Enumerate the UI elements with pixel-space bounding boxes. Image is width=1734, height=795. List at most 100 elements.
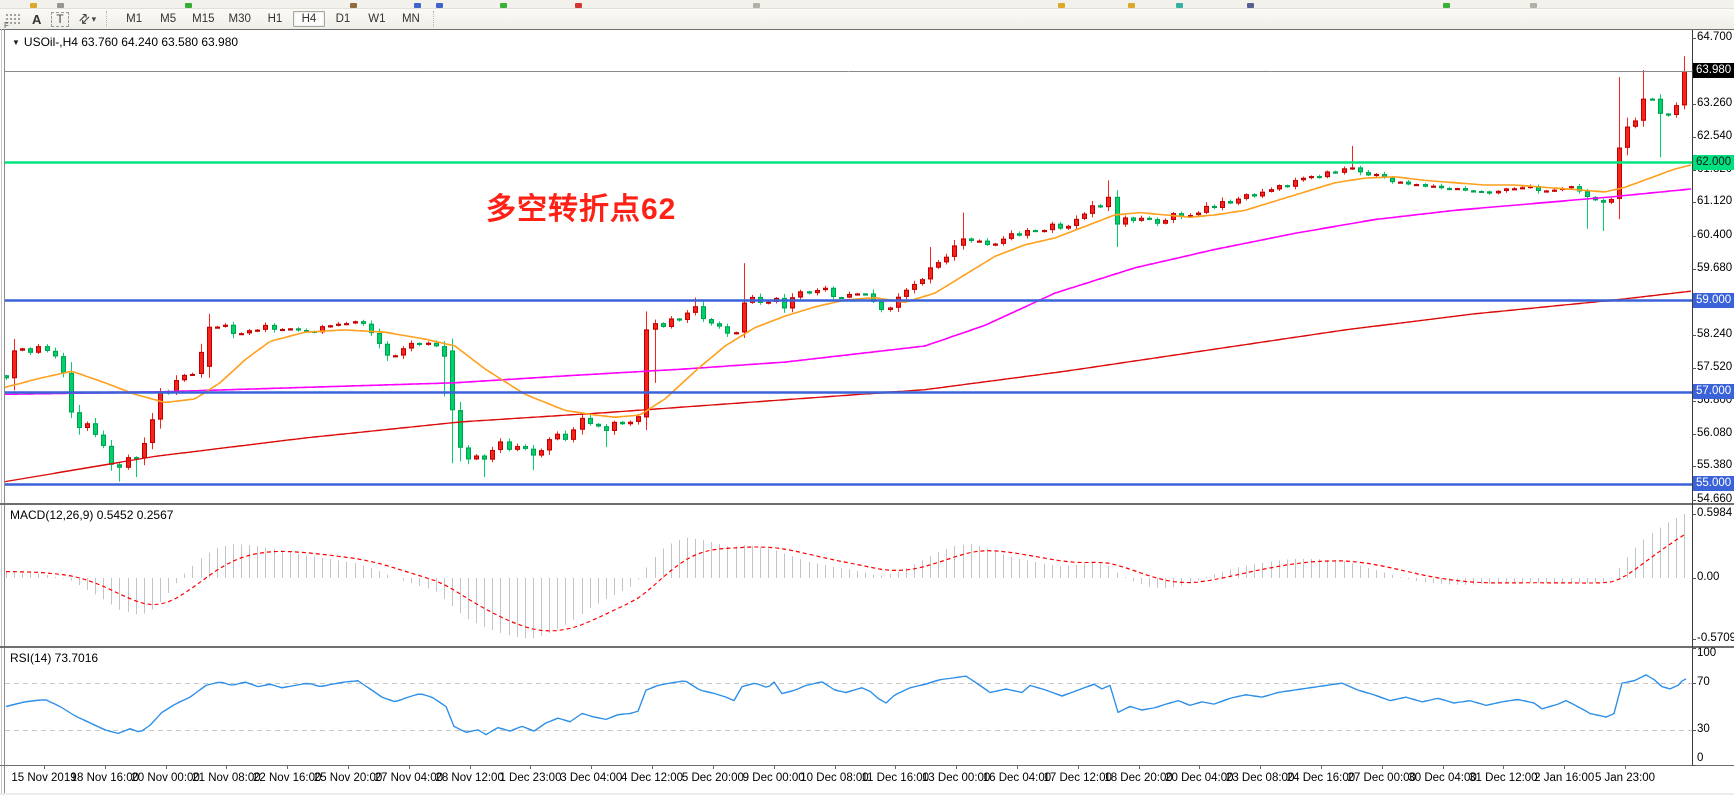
bottom-strip (0, 793, 1734, 795)
chart-text-annotation[interactable]: 多空转折点62 (486, 193, 677, 226)
timeframe-button-MN[interactable]: MN (401, 13, 420, 25)
price-tick-label: 63.260 (1697, 97, 1733, 110)
time-tick-label: 31 Dec 12:00 (1469, 772, 1538, 784)
time-tick-label: 20 Dec 04:00 (1165, 772, 1234, 784)
timeframe-button-D1[interactable]: D1 (335, 13, 351, 25)
price-tick-label: 60.400 (1697, 228, 1733, 241)
current-price-badge: 63.980 (1693, 63, 1734, 78)
axis-tick-mark (1692, 639, 1696, 640)
time-tick-mark (470, 766, 471, 769)
clipped-icon-fragment (753, 3, 760, 8)
timeframe-button-W1[interactable]: W1 (368, 13, 386, 25)
clipped-icon-fragment (1443, 3, 1450, 8)
price-tick-label: 55.380 (1697, 459, 1733, 472)
letter-t-icon: T (51, 11, 69, 27)
axis-tick-mark (1692, 202, 1696, 203)
time-tick-mark (409, 766, 410, 769)
time-tick-mark (1260, 766, 1261, 769)
clipped-icon-fragment (1128, 3, 1135, 8)
window-bottom-border (0, 765, 1734, 766)
time-tick-mark (1503, 766, 1504, 769)
time-tick-mark (166, 766, 167, 769)
timeframe-button-M30[interactable]: M30 (228, 13, 251, 25)
time-tick-label: 4 Dec 12:00 (621, 772, 684, 784)
letter-a-icon: A (32, 11, 42, 27)
clipped-icon-fragment (30, 3, 37, 8)
time-tick-label: 23 Dec 08:00 (1225, 772, 1295, 784)
time-tick-mark (1382, 766, 1383, 769)
axis-tick-mark (1692, 765, 1696, 766)
timeframe-button-M1[interactable]: M1 (126, 13, 143, 25)
chart-window: ▼ USOil-,H4 63.760 64.240 63.580 63.980 … (0, 29, 1734, 795)
green-level-badge: 62.000 (1693, 155, 1734, 170)
time-tick-label: 27 Nov 04:00 (374, 772, 444, 784)
price-tick-label: 58.240 (1697, 327, 1733, 340)
axis-tick-mark (1692, 434, 1696, 435)
time-tick-mark (835, 766, 836, 769)
time-tick-mark (1017, 766, 1018, 769)
toolbar-separator (432, 11, 439, 27)
rsi-tick-label: 70 (1697, 676, 1710, 689)
axis-tick-mark (1692, 683, 1696, 684)
time-tick-label: 28 Nov 12:00 (435, 772, 504, 784)
panel-separator[interactable] (0, 646, 1734, 648)
time-tick-label: 22 Nov 16:00 (253, 772, 322, 784)
price-tick-label: 56.080 (1697, 427, 1733, 440)
time-tick-label: 10 Dec 08:00 (800, 772, 869, 784)
toolbar-separator (106, 11, 112, 27)
time-tick-mark (1078, 766, 1079, 769)
time-tick-mark (226, 766, 227, 769)
time-tick-mark (591, 766, 592, 769)
swap-arrows-button[interactable]: ⇄ ▾ (75, 9, 99, 28)
timeframe-button-M15[interactable]: M15 (192, 13, 215, 25)
price-tick-label: 57.520 (1697, 361, 1733, 374)
price-tick-label: 64.700 (1697, 30, 1733, 43)
time-tick-mark (105, 766, 106, 769)
axis-tick-mark (1692, 578, 1696, 579)
clipped-icon-fragment (57, 3, 64, 8)
time-tick-label: 18 Nov 16:00 (70, 772, 140, 784)
main-price-chart[interactable] (5, 30, 1692, 503)
symbol-dropdown-icon[interactable]: ▼ (12, 37, 20, 47)
axis-tick-mark (1692, 514, 1696, 515)
timeframe-button-H1[interactable]: H1 (267, 13, 283, 25)
window-left-border (1, 29, 2, 795)
macd-tick-label: 0.00 (1697, 571, 1720, 583)
time-tick-mark (895, 766, 896, 769)
rsi-tick-label: 100 (1697, 647, 1717, 659)
time-tick-mark (956, 766, 957, 769)
macd-tick-label: -0.5709 (1697, 632, 1734, 645)
axis-tick-mark (1692, 401, 1696, 402)
axis-tick-mark (1692, 335, 1696, 336)
clipped-icon-fragment (436, 3, 443, 8)
chart-title: ▼ USOil-,H4 63.760 64.240 63.580 63.980 (12, 35, 238, 49)
axis-tick-mark (1692, 137, 1696, 138)
time-tick-mark (774, 766, 775, 769)
timeframe-button-H4[interactable]: H4 (292, 11, 325, 27)
time-tick-mark (1139, 766, 1140, 769)
time-tick-mark (287, 766, 288, 769)
price-tick-label: 59.680 (1697, 261, 1733, 274)
axis-tick-mark (1692, 170, 1696, 171)
timeframe-button-M5[interactable]: M5 (160, 13, 177, 25)
rsi-indicator-chart[interactable] (5, 648, 1692, 765)
time-tick-mark (1443, 766, 1444, 769)
rsi-label: RSI(14) 73.7016 (10, 651, 99, 665)
dotted-grid-icon[interactable]: F (2, 10, 25, 30)
text-label-button[interactable]: T (48, 10, 71, 28)
axis-tick-mark (1692, 466, 1696, 467)
dotted-grid-glyph: F (4, 12, 22, 30)
macd-indicator-chart[interactable] (5, 505, 1692, 646)
axis-tick-mark (1692, 236, 1696, 237)
axis-tick-mark (1692, 730, 1696, 731)
clipped-icon-fragment (414, 3, 421, 8)
time-tick-label: 24 Dec 16:00 (1286, 772, 1356, 784)
clipped-icon-fragment (1058, 3, 1065, 8)
time-tick-label: 3 Dec 04:00 (560, 772, 623, 784)
time-tick-label: 17 Dec 12:00 (1043, 772, 1112, 784)
time-tick-mark (530, 766, 531, 769)
time-tick-label: 16 Dec 04:00 (982, 772, 1052, 784)
panel-separator[interactable] (0, 503, 1734, 505)
font-a-button[interactable]: A (29, 10, 44, 28)
time-tick-label: 27 Dec 00:00 (1347, 772, 1416, 784)
